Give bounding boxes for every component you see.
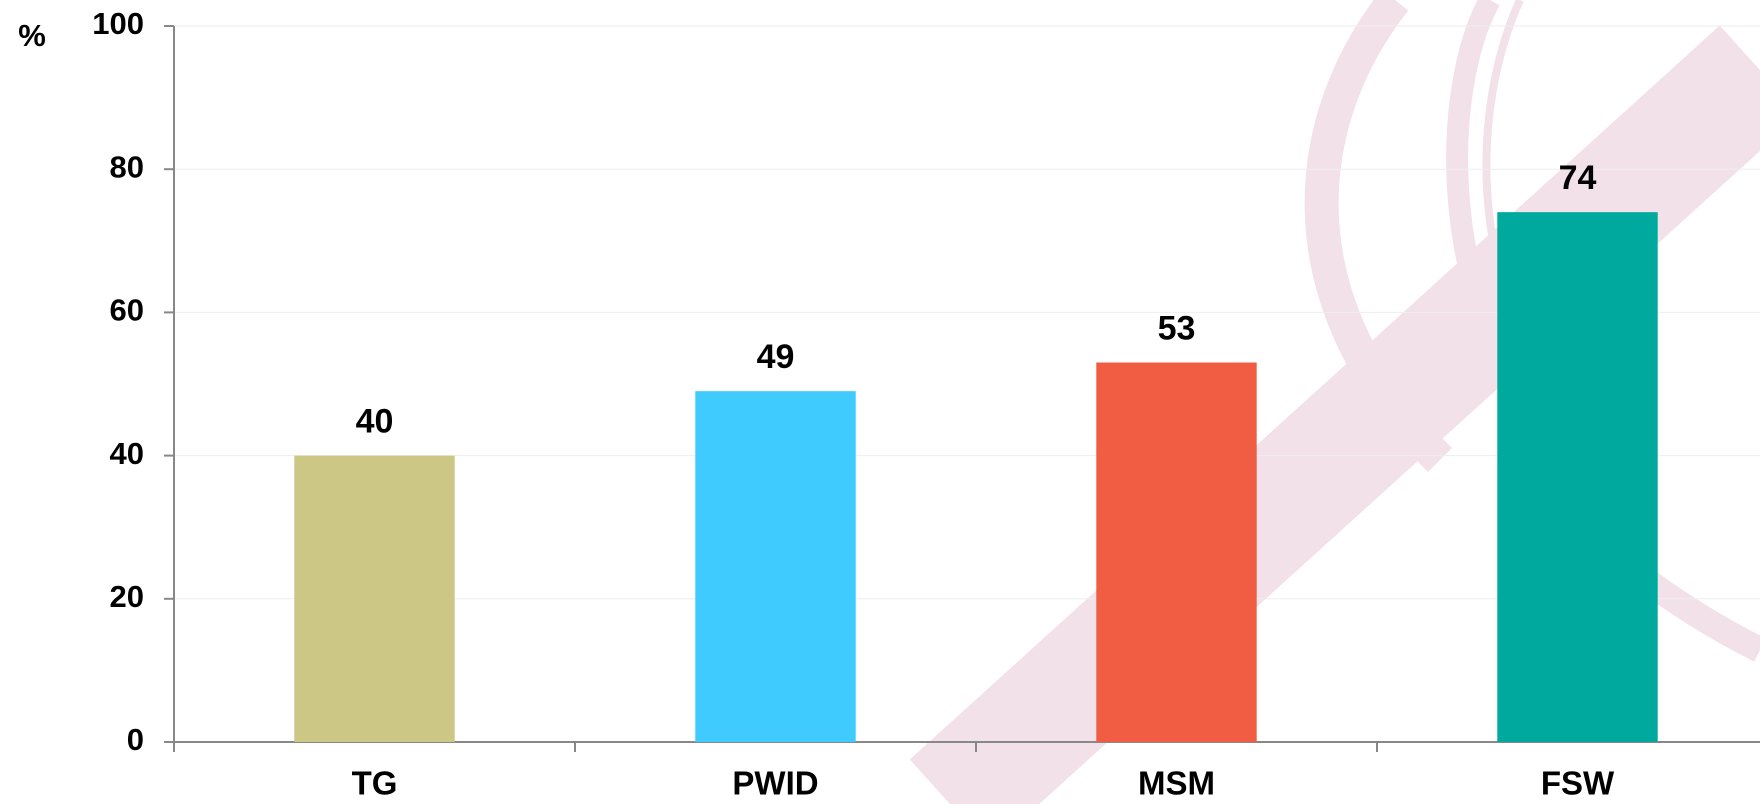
y-tick-label: 0 xyxy=(127,722,144,757)
data-label: 49 xyxy=(757,338,795,376)
x-tick-label: PWID xyxy=(732,765,818,802)
y-tick-label: 40 xyxy=(110,436,144,471)
y-tick-label: 60 xyxy=(110,293,144,328)
data-label: 74 xyxy=(1559,159,1597,197)
x-tick-label: TG xyxy=(352,765,398,802)
y-tick-label: 20 xyxy=(110,579,144,614)
bar xyxy=(1497,212,1658,742)
y-tick-label: 100 xyxy=(92,6,144,41)
bar xyxy=(294,455,455,742)
data-label: 40 xyxy=(356,403,394,441)
x-tick-label: FSW xyxy=(1541,765,1615,802)
bar xyxy=(1096,362,1257,742)
y-tick-label: 80 xyxy=(110,149,144,184)
bar xyxy=(695,391,856,742)
data-label: 53 xyxy=(1158,310,1196,348)
x-tick-label: MSM xyxy=(1138,765,1215,802)
y-axis-label: % xyxy=(18,18,46,53)
